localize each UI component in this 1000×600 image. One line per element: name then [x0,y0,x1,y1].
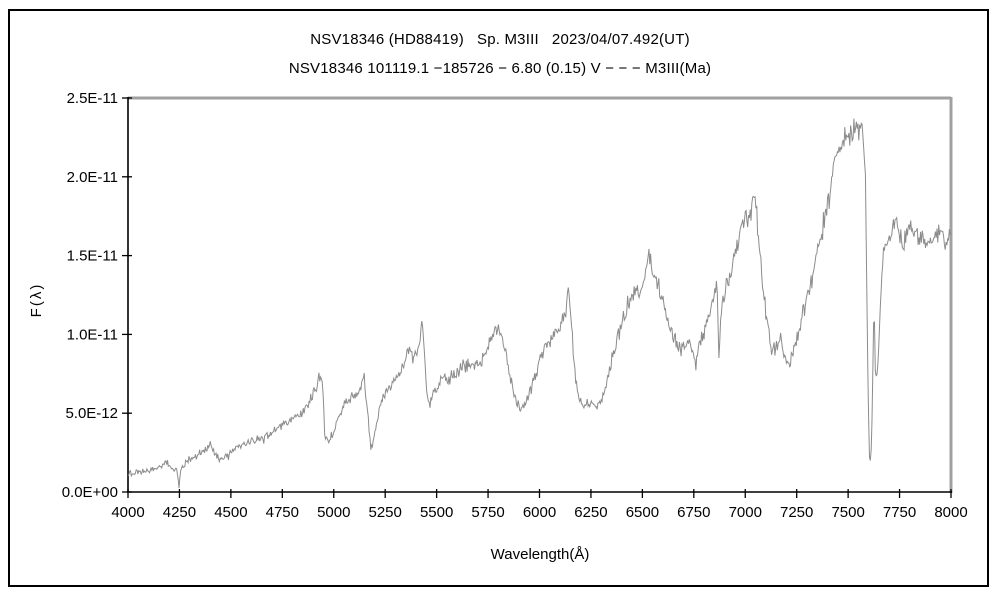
x-tick-label: 5750 [471,504,504,521]
x-tick-label: 7250 [780,504,813,521]
y-axis-title: F(λ) [28,283,45,318]
x-tick-label: 5250 [369,504,402,521]
y-tick-label: 0.0E+00 [62,484,118,501]
figure-border [8,9,989,587]
x-tick-label: 7500 [831,504,864,521]
y-tick-label: 2.5E-11 [67,90,118,107]
x-tick-label: 4750 [266,504,299,521]
x-tick-label: 6500 [626,504,659,521]
chart-subtitle: NSV18346 101119.1 −185726 − 6.80 (0.15) … [288,60,712,77]
plot-frame [128,96,953,493]
y-tick-label: 2.0E-11 [67,169,118,186]
x-tick-label: 5000 [317,504,350,521]
y-tick-label: 1.0E-11 [67,326,118,343]
x-tick-label: 6750 [677,504,710,521]
x-tick-label: 5500 [420,504,453,521]
x-tick-label: 8000 [934,504,967,521]
x-tick-label: 7750 [883,504,916,521]
axes: 4000 4250 4500 4750 5000 5250 5500 5750 6000 6250… [62,90,968,521]
x-axis-title: Wavelength(Å) [491,546,590,563]
y-tick-label: 5.0E-12 [65,405,118,422]
y-tick-label: 1.5E-11 [67,248,118,265]
x-tick-label: 4000 [111,504,144,521]
x-tick-label: 4250 [163,504,196,521]
x-tick-label: 7000 [729,504,762,521]
chart-title: NSV18346 (HD88419) Sp. M3III 2023/04/07.… [310,31,690,48]
spectrum-path [127,118,952,489]
x-tick-label: 6250 [574,504,607,521]
x-tick-label: 6000 [523,504,556,521]
spectrum-line [127,118,952,489]
x-tick-label: 4500 [214,504,247,521]
